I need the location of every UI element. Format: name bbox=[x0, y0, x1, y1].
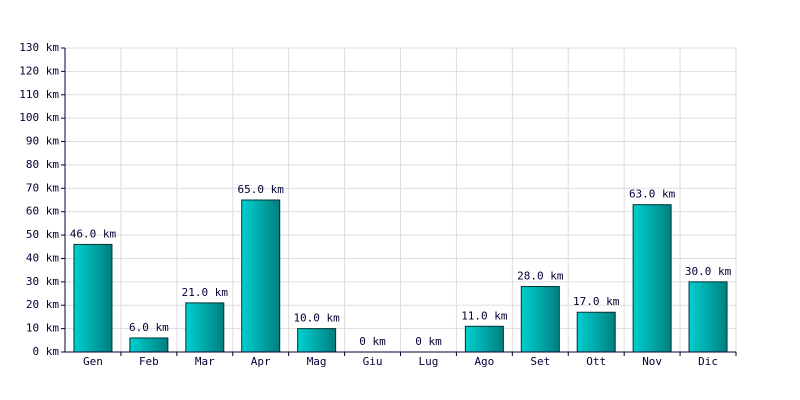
value-label: 0 km bbox=[359, 335, 386, 348]
bar bbox=[688, 281, 728, 353]
value-label: 30.0 km bbox=[685, 265, 732, 278]
value-label: 0 km bbox=[415, 335, 442, 348]
y-tick-label: 60 km bbox=[26, 205, 59, 218]
x-tick-label: Mag bbox=[307, 355, 327, 368]
bar bbox=[520, 286, 560, 353]
value-label: 10.0 km bbox=[293, 312, 340, 325]
x-tick-label: Ago bbox=[474, 355, 494, 368]
x-tick-label: Apr bbox=[251, 355, 271, 368]
x-tick-label: Gen bbox=[83, 355, 103, 368]
bar bbox=[464, 325, 504, 353]
bar bbox=[129, 337, 169, 353]
bar bbox=[73, 243, 113, 353]
x-tick-label: Giu bbox=[363, 355, 383, 368]
x-tick-label: Mar bbox=[195, 355, 215, 368]
bar bbox=[297, 328, 337, 353]
value-label: 6.0 km bbox=[129, 321, 169, 334]
x-tick-label: Dic bbox=[698, 355, 718, 368]
x-tick-label: Set bbox=[530, 355, 550, 368]
value-label: 21.0 km bbox=[182, 286, 229, 299]
bar bbox=[632, 204, 672, 353]
y-tick-label: 50 km bbox=[26, 228, 59, 241]
y-tick-label: 40 km bbox=[26, 251, 59, 264]
y-tick-label: 20 km bbox=[26, 298, 59, 311]
y-tick-label: 110 km bbox=[19, 88, 59, 101]
y-tick-label: 90 km bbox=[26, 135, 59, 148]
y-tick-label: 80 km bbox=[26, 158, 59, 171]
x-tick-label: Feb bbox=[139, 355, 159, 368]
y-tick-label: 130 km bbox=[19, 41, 59, 54]
y-tick-label: 120 km bbox=[19, 64, 59, 77]
bar bbox=[576, 311, 616, 353]
value-label: 63.0 km bbox=[629, 188, 676, 201]
y-tick-label: 0 km bbox=[33, 345, 60, 358]
value-label: 46.0 km bbox=[70, 227, 117, 240]
x-tick-label: Ott bbox=[586, 355, 606, 368]
value-label: 11.0 km bbox=[461, 309, 508, 322]
x-tick-label: Lug bbox=[419, 355, 439, 368]
value-label: 65.0 km bbox=[238, 183, 285, 196]
y-tick-label: 100 km bbox=[19, 111, 59, 124]
value-label: 17.0 km bbox=[573, 295, 620, 308]
bar bbox=[185, 302, 225, 353]
y-tick-label: 70 km bbox=[26, 181, 59, 194]
bar bbox=[241, 199, 281, 353]
x-tick-label: Nov bbox=[642, 355, 662, 368]
y-tick-label: 30 km bbox=[26, 275, 59, 288]
value-label: 28.0 km bbox=[517, 270, 564, 283]
y-tick-label: 10 km bbox=[26, 322, 59, 335]
